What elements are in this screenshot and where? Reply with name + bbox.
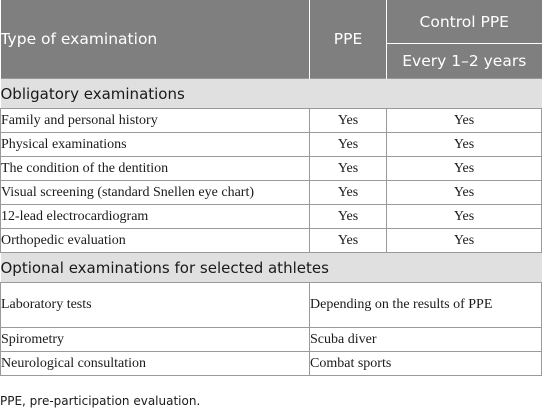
condition-cell: Depending on the results of PPE [309, 282, 542, 328]
examination-table: Type of examination PPE Control PPE Ever… [0, 0, 542, 376]
header-subrow: Every 1–2 years [1, 43, 542, 79]
ppe-cell: Yes [309, 132, 387, 157]
header-every-1-2-years: Every 1–2 years [386, 43, 542, 79]
ppe-cell: Yes [309, 228, 387, 253]
table-row: Visual screening (standard Snellen eye c… [0, 180, 542, 205]
table-row: Family and personal history Yes Yes [0, 108, 542, 133]
section-row-optional: Optional examinations for selected athle… [0, 252, 542, 283]
control-cell: Yes [386, 132, 542, 157]
ppe-cell: Yes [309, 204, 387, 229]
condition-cell: Scuba diver [309, 327, 542, 352]
control-cell: Yes [386, 108, 542, 133]
header-row: Type of examination PPE Control PPE [0, 0, 542, 79]
section-title-optional: Optional examinations for selected athle… [0, 252, 542, 283]
header-control-ppe: Control PPE [386, 0, 542, 44]
exam-cell: Family and personal history [0, 108, 310, 133]
exam-cell: Physical examinations [0, 132, 310, 157]
control-cell: Yes [386, 180, 542, 205]
control-cell: Yes [386, 228, 542, 253]
exam-cell: Laboratory tests [0, 282, 310, 328]
exam-cell: Visual screening (standard Snellen eye c… [0, 180, 310, 205]
exam-cell: Spirometry [0, 327, 310, 352]
table-row: Neurological consultation Combat sports [0, 351, 542, 376]
table-row: Laboratory tests Depending on the result… [0, 282, 542, 328]
section-title-obligatory: Obligatory examinations [0, 78, 542, 109]
table-row: Physical examinations Yes Yes [0, 132, 542, 157]
table-row: Spirometry Scuba diver [0, 327, 542, 352]
exam-cell: Neurological consultation [0, 351, 310, 376]
condition-cell: Combat sports [309, 351, 542, 376]
table-row: 12-lead electrocardiogram Yes Yes [0, 204, 542, 229]
footnote: PPE, pre-participation evaluation. [0, 394, 201, 408]
ppe-cell: Yes [309, 156, 387, 181]
section-row-obligatory: Obligatory examinations [0, 78, 542, 109]
exam-cell: Orthopedic evaluation [0, 228, 310, 253]
ppe-cell: Yes [309, 180, 387, 205]
control-cell: Yes [386, 204, 542, 229]
table-row: The condition of the dentition Yes Yes [0, 156, 542, 181]
control-cell: Yes [386, 156, 542, 181]
ppe-cell: Yes [309, 108, 387, 133]
header-type-of-examination: Type of examination [0, 0, 310, 79]
header-ppe: PPE [309, 0, 387, 79]
exam-cell: The condition of the dentition [0, 156, 310, 181]
table-row: Orthopedic evaluation Yes Yes [0, 228, 542, 253]
exam-cell: 12-lead electrocardiogram [0, 204, 310, 229]
